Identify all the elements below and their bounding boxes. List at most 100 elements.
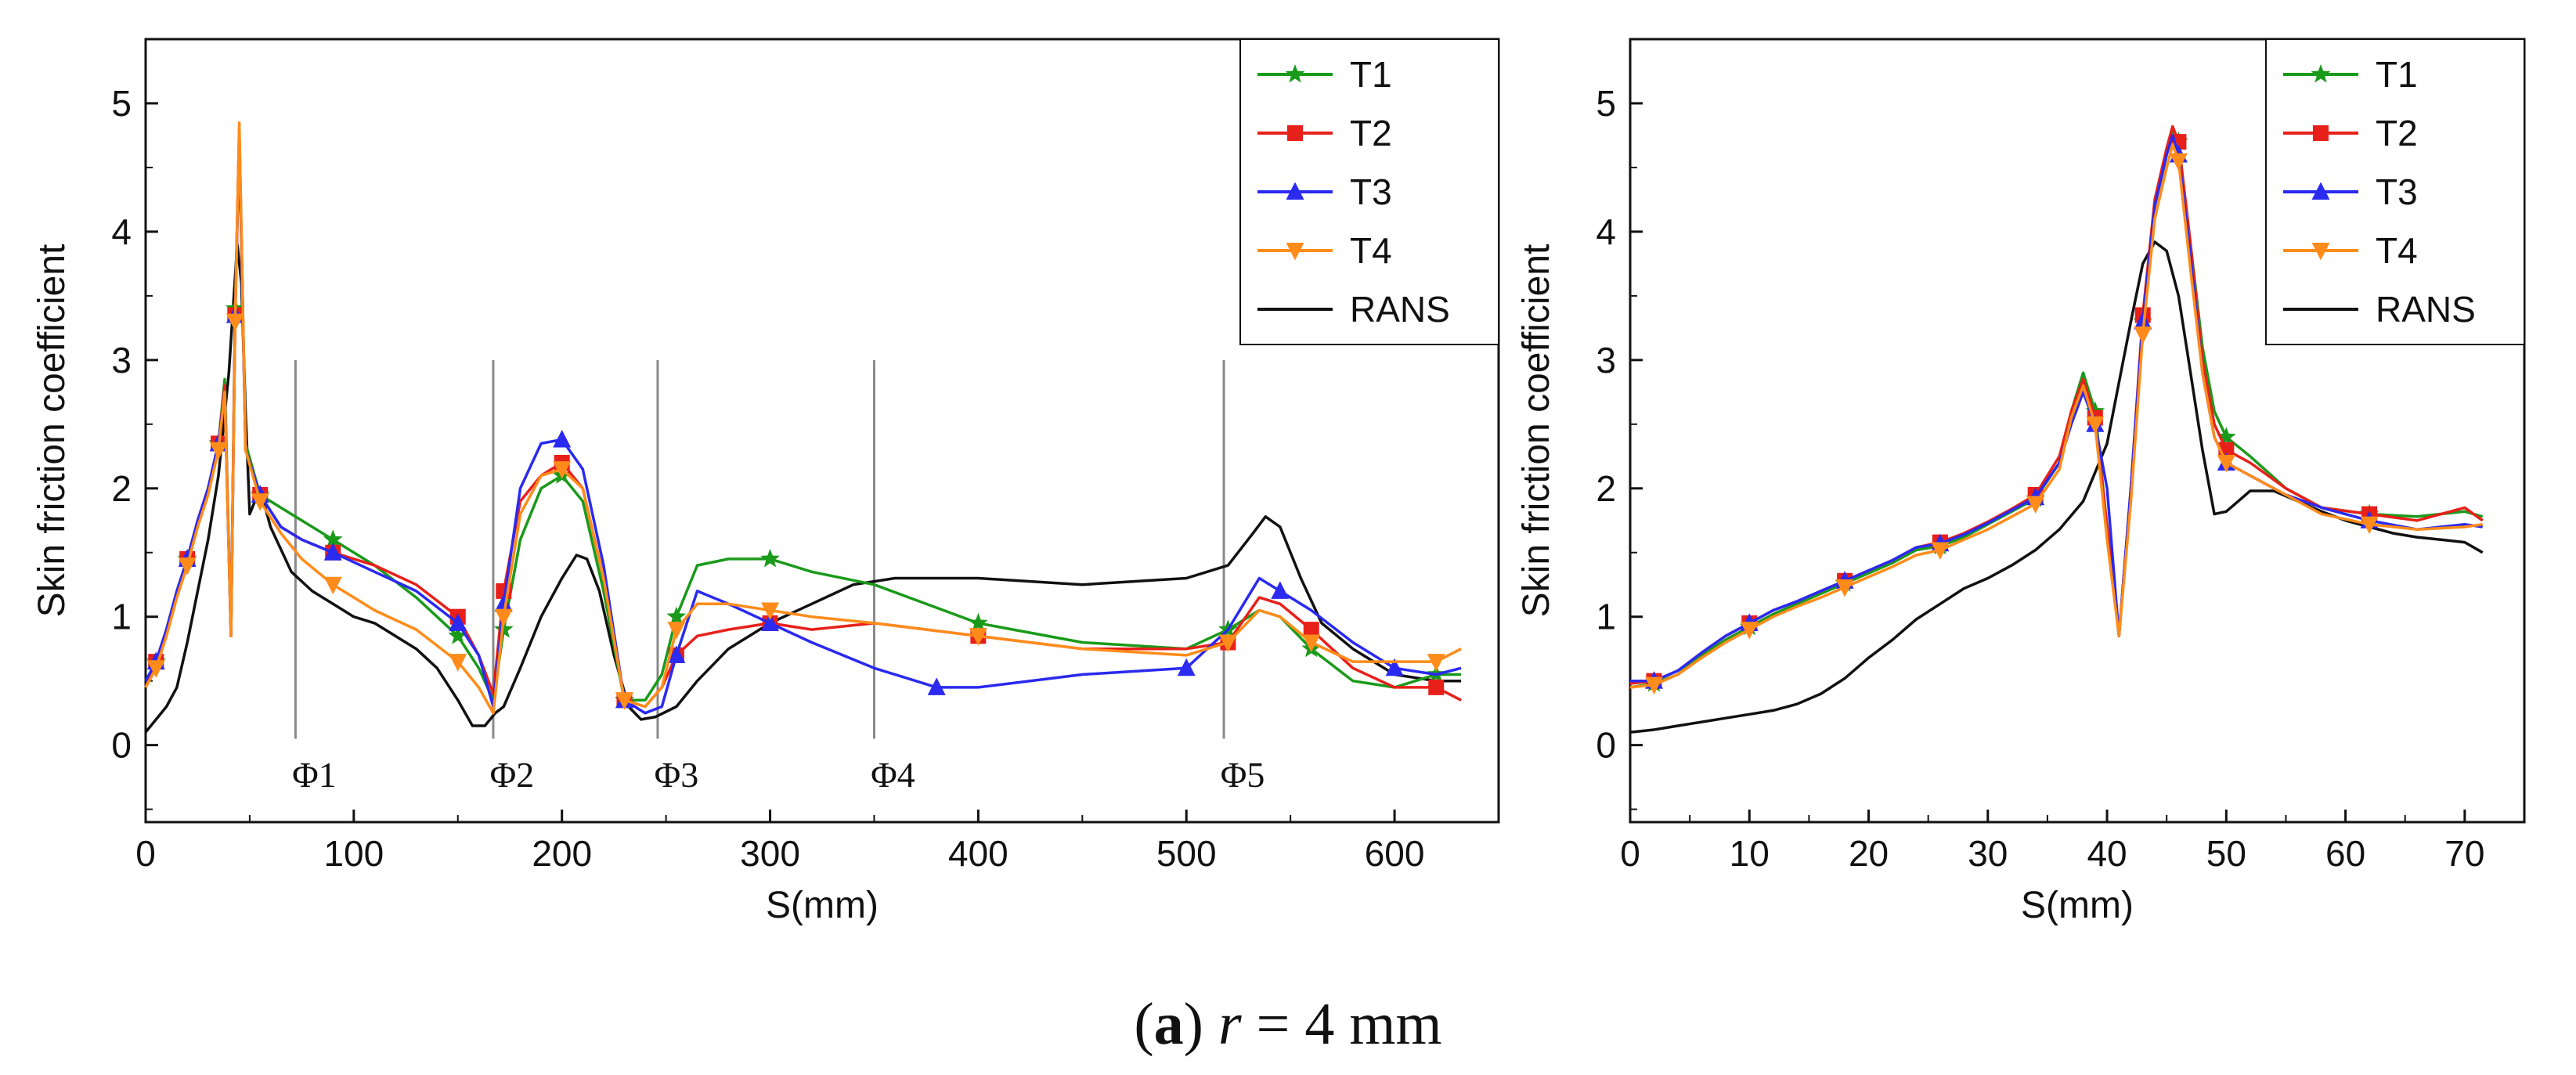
legend-label-t3: T3	[2376, 171, 2418, 212]
y-axis-title: Skin friction coefficient	[31, 244, 73, 618]
data-point-t2	[1303, 622, 1319, 638]
data-point-t3	[1271, 581, 1290, 599]
legend-marker-t3	[1286, 182, 1304, 200]
legend-marker-t1	[2311, 64, 2331, 83]
data-point-t4	[1427, 654, 1445, 672]
caption-symbol: r	[1218, 991, 1242, 1057]
data-point-t1	[323, 529, 343, 548]
data-point-t4	[449, 654, 467, 672]
station-label: Φ5	[1221, 755, 1265, 795]
legend-label-t4: T4	[1350, 230, 1392, 271]
data-point-t4	[667, 622, 686, 640]
x-tick-label: 50	[2206, 833, 2246, 874]
x-tick-label: 300	[740, 833, 800, 874]
data-point-t4	[2134, 326, 2152, 345]
data-point-t3	[323, 543, 342, 561]
plot-frame	[1629, 38, 2526, 824]
data-point-t4	[146, 660, 165, 678]
data-point-t4	[1931, 542, 1950, 560]
x-tick-label: 30	[1968, 833, 2008, 874]
legend-marker-t2	[1287, 125, 1303, 141]
data-point-t4	[615, 692, 633, 710]
y-tick-label: 5	[1596, 83, 1616, 124]
y-tick-label: 1	[1596, 597, 1616, 637]
legend-label-rans: RANS	[2376, 289, 2476, 330]
data-point-t1	[760, 548, 780, 568]
plot-frame	[144, 38, 1500, 824]
data-point-t4	[553, 461, 572, 479]
x-tick-label: 60	[2325, 833, 2365, 874]
x-tick-label: 10	[1730, 833, 1770, 874]
x-axis-title: S(mm)	[2021, 885, 2134, 926]
y-tick-label: 4	[1596, 211, 1616, 252]
x-tick-label: 400	[948, 833, 1008, 874]
data-point-t4	[2360, 516, 2379, 535]
y-tick-label: 0	[111, 725, 132, 766]
data-point-t4	[1218, 634, 1237, 652]
y-tick-label: 3	[1596, 340, 1616, 381]
y-tick-label: 0	[1596, 725, 1616, 766]
legend-marker-t4	[1286, 243, 1304, 261]
legend-label-t2: T2	[1350, 113, 1392, 153]
data-point-t1	[969, 612, 988, 632]
data-point-t3	[449, 613, 467, 631]
data-point-t4	[251, 493, 269, 511]
right-chart: 0 10 20 30 40 50 60 70 0 1 2 3 4 5 S(mm) Skin friction …	[1516, 38, 2526, 926]
x-tick-label: 0	[1620, 833, 1640, 874]
station-label: Φ1	[292, 755, 337, 795]
data-point-t2	[1428, 679, 1445, 695]
data-point-t4	[2026, 496, 2045, 514]
data-point-t3	[667, 645, 686, 663]
series-line-t4	[144, 121, 1462, 715]
data-point-t4	[494, 608, 513, 627]
data-point-t4	[761, 602, 780, 621]
station-label: Φ3	[655, 755, 699, 795]
left-chart: 0 100 200 300 400 500 600 0 1 2 3 4 5 S(mm) Skin frict…	[31, 38, 1500, 926]
data-point-t4	[1644, 676, 1663, 695]
data-point-t3	[927, 677, 946, 695]
data-point-t4	[1740, 622, 1759, 640]
series-line-rans	[1629, 240, 2484, 734]
legend-label-rans: RANS	[1350, 289, 1450, 330]
y-tick-label: 4	[111, 211, 132, 252]
legend-label-t1: T1	[1350, 54, 1392, 95]
legend-marker-t1	[1285, 64, 1305, 83]
data-point-t4	[178, 557, 197, 575]
y-tick-label: 1	[111, 597, 132, 637]
data-point-t1	[448, 626, 468, 644]
y-tick-label: 2	[1596, 468, 1616, 509]
data-point-t4	[2217, 454, 2235, 473]
series-line-rans	[144, 243, 1462, 734]
y-tick-label: 5	[111, 83, 132, 124]
legend-label-t2: T2	[2376, 113, 2418, 153]
x-tick-label: 20	[1849, 833, 1889, 874]
y-tick-label: 2	[111, 468, 132, 509]
legend-label-t3: T3	[1350, 171, 1392, 212]
x-tick-label: 40	[2087, 833, 2127, 874]
data-point-t1	[2217, 427, 2236, 446]
data-point-t3	[494, 593, 513, 612]
legend-label-t4: T4	[2376, 230, 2418, 271]
data-point-t4	[2169, 153, 2188, 171]
data-point-t4	[1302, 634, 1321, 652]
data-point-t4	[225, 313, 244, 332]
data-point-t4	[2086, 416, 2105, 435]
data-point-t4	[1835, 579, 1854, 597]
data-point-t3	[2134, 312, 2152, 330]
data-point-t3	[1177, 658, 1196, 676]
data-point-t4	[969, 628, 987, 646]
legend-marker-t4	[2311, 243, 2330, 261]
x-tick-label: 70	[2444, 833, 2484, 874]
data-point-t3	[761, 613, 780, 631]
legend-marker-t2	[2313, 125, 2329, 141]
y-tick-label: 3	[111, 340, 132, 381]
figure-caption: (a) r = 4 mm	[1134, 991, 1442, 1057]
x-tick-label: 0	[135, 833, 156, 874]
x-tick-label: 600	[1365, 833, 1425, 874]
x-tick-label: 100	[323, 833, 384, 874]
legend-label-t1: T1	[2376, 54, 2418, 95]
y-axis-title: Skin friction coefficient	[1516, 244, 1557, 618]
data-point-t1	[666, 606, 687, 626]
station-label: Φ2	[490, 755, 535, 795]
